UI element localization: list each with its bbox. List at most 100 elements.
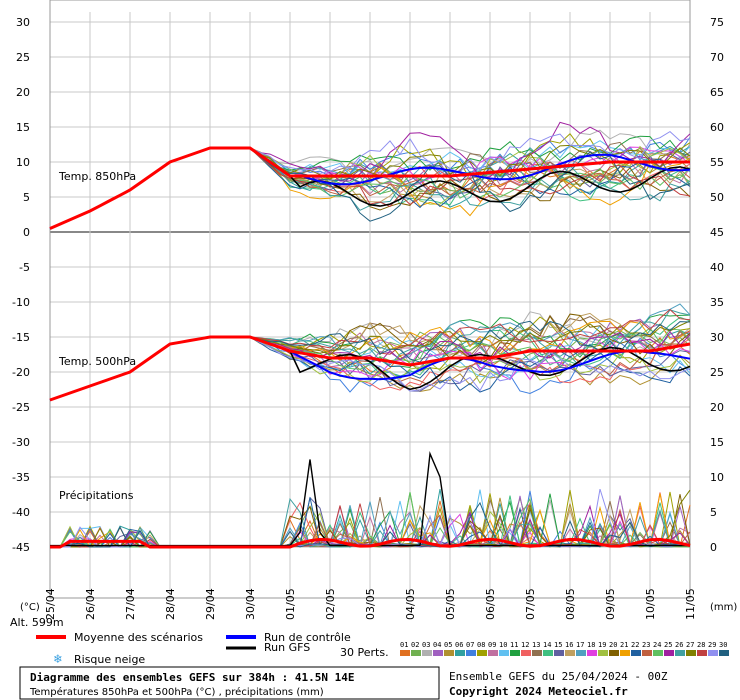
- pert-id-label: 26: [675, 641, 683, 649]
- copyright: Copyright 2024 Meteociel.fr: [449, 685, 628, 698]
- snowflake-icon: ❄: [53, 652, 62, 667]
- pert-color-swatch: [422, 650, 432, 656]
- altitude-label: Alt. 599m: [10, 616, 64, 629]
- x-tick-label: 30/04: [244, 588, 257, 620]
- y-tick-right: 5: [710, 506, 717, 519]
- x-tick-label: 27/04: [124, 588, 137, 620]
- pert-color-swatch: [675, 650, 685, 656]
- pert-color-swatch: [587, 650, 597, 656]
- pert-id-label: 23: [642, 641, 650, 649]
- y-tick-right: 45: [710, 226, 724, 239]
- chart-series: [49, 121, 691, 549]
- y-tick-left: -35: [12, 471, 30, 484]
- y-tick-left: 20: [16, 86, 30, 99]
- pert-color-swatch: [488, 650, 498, 656]
- x-tick-label: 10/05: [644, 588, 657, 620]
- y-tick-left: -45: [12, 541, 30, 554]
- pert-id-label: 18: [587, 641, 595, 649]
- x-tick-label: 25/04: [44, 588, 57, 620]
- x-tick-label: 26/04: [84, 588, 97, 620]
- x-tick-label: 03/05: [364, 588, 377, 620]
- y-tick-right: 40: [710, 261, 724, 274]
- chart-title: Diagramme des ensembles GEFS sur 384h : …: [30, 671, 355, 684]
- pert-id-label: 28: [697, 641, 705, 649]
- chart-subtitle: Températures 850hPa et 500hPa (°C) , pré…: [29, 686, 324, 698]
- legend-snow-label: Risque neige: [74, 653, 145, 666]
- x-tick-label: 04/05: [404, 588, 417, 620]
- pert-color-swatch: [455, 650, 465, 656]
- legend-mean-label: Moyenne des scénarios: [74, 631, 203, 644]
- plot-frame: [49, 0, 691, 599]
- legend-perts-label: 30 Perts.: [340, 646, 389, 659]
- pert-id-label: 24: [653, 641, 661, 649]
- y-tick-right: 75: [710, 16, 724, 29]
- pert-id-label: 03: [422, 641, 430, 649]
- left-unit: (°C): [20, 602, 40, 613]
- panel-label-t500: Temp. 500hPa: [58, 355, 136, 368]
- pert-color-swatch: [532, 650, 542, 656]
- x-tick-label: 09/05: [604, 588, 617, 620]
- pert-id-label: 20: [609, 641, 617, 649]
- y-tick-left: 5: [23, 191, 30, 204]
- x-tick-label: 01/05: [284, 588, 297, 620]
- x-tick-label: 02/05: [324, 588, 337, 620]
- pert-color-swatch: [466, 650, 476, 656]
- y-tick-left: -20: [12, 366, 30, 379]
- pert-color-swatch: [444, 650, 454, 656]
- y-tick-left: -10: [12, 296, 30, 309]
- run-info: Ensemble GEFS du 25/04/2024 - 00Z: [449, 670, 668, 683]
- y-tick-left: -40: [12, 506, 30, 519]
- pert-color-swatch: [620, 650, 630, 656]
- pert-color-swatch: [499, 650, 509, 656]
- x-tick-label: 11/05: [684, 588, 697, 620]
- pert-color-swatch: [565, 650, 575, 656]
- pert-color-swatch: [708, 650, 718, 656]
- x-tick-label: 06/05: [484, 588, 497, 620]
- pert-id-label: 06: [455, 641, 463, 649]
- pert-id-label: 29: [708, 641, 716, 649]
- chart-grid: [49, 0, 691, 599]
- pert-color-swatch: [686, 650, 696, 656]
- y-tick-left: -30: [12, 436, 30, 449]
- precip-mean-line: [50, 537, 691, 549]
- legend-gfs-label: Run GFS: [264, 641, 310, 654]
- y-tick-right: 10: [710, 471, 724, 484]
- pert-id-label: 14: [543, 641, 551, 649]
- x-tick-label: 29/04: [204, 588, 217, 620]
- pert-id-label: 08: [477, 641, 485, 649]
- y-tick-left: 15: [16, 121, 30, 134]
- title-box: [19, 666, 440, 700]
- y-tick-right: 20: [710, 401, 724, 414]
- pert-id-label: 22: [631, 641, 639, 649]
- pert-id-label: 07: [466, 641, 474, 649]
- y-tick-left: -5: [19, 261, 30, 274]
- x-tick-label: 08/05: [564, 588, 577, 620]
- perturbation-legend: 01 02 03 04 05 06 07 08 09 10 11 12 13 14 15 16 17 18 19 20…: [400, 641, 729, 656]
- y-tick-right: 0: [710, 541, 717, 554]
- y-tick-left: 0: [23, 226, 30, 239]
- pert-id-label: 04: [433, 641, 441, 649]
- y-tick-right: 50: [710, 191, 724, 204]
- pert-id-label: 02: [411, 641, 419, 649]
- pert-id-label: 17: [576, 641, 584, 649]
- y-tick-right: 25: [710, 366, 724, 379]
- pert-id-label: 12: [521, 641, 529, 649]
- y-tick-right: 30: [710, 331, 724, 344]
- y-tick-left: 10: [16, 156, 30, 169]
- y-tick-right: 65: [710, 86, 724, 99]
- pert-id-label: 09: [488, 641, 496, 649]
- pert-color-swatch: [642, 650, 652, 656]
- pert-id-label: 15: [554, 641, 562, 649]
- x-tick-label: 07/05: [524, 588, 537, 620]
- pert-color-swatch: [609, 650, 619, 656]
- y-tick-right: 70: [710, 51, 724, 64]
- pert-id-label: 01: [400, 641, 408, 649]
- x-tick-label: 28/04: [164, 588, 177, 620]
- right-unit: (mm): [710, 602, 737, 613]
- pert-id-label: 19: [598, 641, 606, 649]
- y-tick-right: 15: [710, 436, 724, 449]
- y-tick-right: 35: [710, 296, 724, 309]
- pert-id-label: 11: [510, 641, 518, 649]
